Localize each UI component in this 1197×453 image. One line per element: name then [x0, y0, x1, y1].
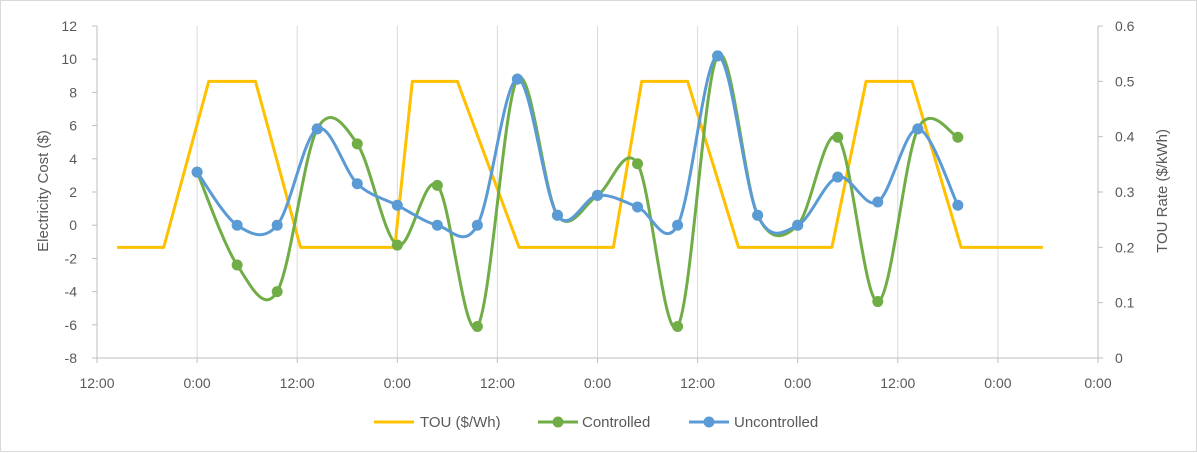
y-tick-label: 2: [69, 184, 77, 200]
y-tick-label: 12: [61, 18, 77, 34]
y2-tick-label: 0: [1115, 350, 1123, 366]
y2-tick-label: 0.2: [1115, 239, 1135, 255]
y-tick-label: -6: [65, 317, 78, 333]
data-point-uncontrolled: [592, 189, 603, 201]
x-tick-label: 0:00: [384, 375, 411, 391]
series-line-uncontrolled: [195, 54, 960, 239]
y-tick-label: 8: [69, 84, 77, 100]
y-axis-title: Electricity Cost ($): [35, 130, 52, 252]
legend: TOU ($/Wh) Controlled Uncontrolled: [374, 414, 818, 431]
y2-tick-label: 0.6: [1115, 18, 1135, 34]
data-point-uncontrolled: [471, 219, 483, 231]
data-point-uncontrolled: [191, 166, 203, 178]
data-point-uncontrolled: [511, 73, 523, 85]
data-point-uncontrolled: [712, 50, 724, 62]
x-tick-label: 12:00: [79, 375, 114, 391]
y-tick-label: -2: [65, 250, 78, 266]
y-tick-label: 0: [69, 217, 77, 233]
data-point-uncontrolled: [632, 201, 644, 213]
legend-label-tou: TOU ($/Wh): [420, 414, 501, 431]
series-line-tou-wh: [117, 79, 1043, 249]
x-tick-label: 12:00: [880, 375, 915, 391]
y-tick-label: -8: [65, 350, 78, 366]
x-tick-label: 12:00: [680, 375, 715, 391]
data-point-uncontrolled: [431, 219, 443, 231]
axis-layer: [92, 25, 1103, 363]
x-tick-label: 12:00: [280, 375, 315, 391]
x-tick-label: 12:00: [480, 375, 515, 391]
data-point-uncontrolled: [752, 209, 764, 221]
data-point-uncontrolled: [952, 199, 964, 211]
data-point-controlled: [431, 179, 443, 191]
y2-axis-title: TOU Rate ($/kWh): [1154, 129, 1171, 253]
data-point-controlled: [952, 131, 964, 143]
data-point-uncontrolled: [391, 199, 403, 211]
data-point-controlled: [471, 320, 483, 332]
x-tick-label: 0:00: [1084, 375, 1111, 391]
legend-item-tou: TOU ($/Wh): [374, 414, 501, 431]
data-point-uncontrolled: [792, 219, 804, 231]
x-tick-label: 0:00: [784, 375, 811, 391]
x-tick-label: 0:00: [984, 375, 1011, 391]
data-point-controlled: [391, 239, 403, 251]
data-point-uncontrolled: [311, 123, 323, 135]
data-point-controlled: [872, 296, 884, 308]
data-point-uncontrolled: [351, 178, 363, 190]
data-point-uncontrolled: [672, 219, 684, 231]
data-point-uncontrolled: [912, 123, 924, 135]
data-point-controlled: [672, 320, 684, 332]
x-tick-label: 0:00: [183, 375, 210, 391]
data-point-controlled: [351, 138, 363, 150]
legend-label-controlled: Controlled: [582, 414, 650, 431]
legend-marker-controlled: [552, 416, 564, 428]
x-tick-label: 0:00: [584, 375, 611, 391]
series-layer: [117, 50, 1043, 332]
data-point-controlled: [231, 259, 243, 271]
legend-label-uncontrolled: Uncontrolled: [734, 414, 818, 431]
legend-item-controlled: Controlled: [538, 414, 650, 431]
y-tick-label: 4: [69, 151, 77, 167]
legend-item-uncontrolled: Uncontrolled: [689, 414, 818, 431]
y2-tick-label: 0.5: [1115, 73, 1135, 89]
legend-marker-uncontrolled: [703, 416, 715, 428]
data-point-uncontrolled: [271, 219, 283, 231]
data-point-uncontrolled: [832, 171, 844, 183]
y2-tick-label: 0.3: [1115, 184, 1135, 200]
data-point-uncontrolled: [872, 196, 884, 208]
data-point-controlled: [832, 131, 844, 143]
y-tick-label: 6: [69, 118, 77, 134]
data-point-uncontrolled: [231, 219, 243, 231]
data-point-uncontrolled: [551, 209, 563, 221]
y-tick-label: -4: [65, 284, 78, 300]
tick-layer: 12 10 8 6 4 2 0 -2 -4 -6 -8 0.6 0.5 0.4 0.3 0.2 0.1 0 12:0…: [61, 18, 1134, 391]
y2-tick-label: 0.4: [1115, 129, 1135, 145]
data-point-controlled: [271, 286, 283, 298]
y-tick-label: 10: [61, 51, 77, 67]
y2-tick-label: 0.1: [1115, 295, 1135, 311]
data-point-controlled: [632, 158, 644, 170]
